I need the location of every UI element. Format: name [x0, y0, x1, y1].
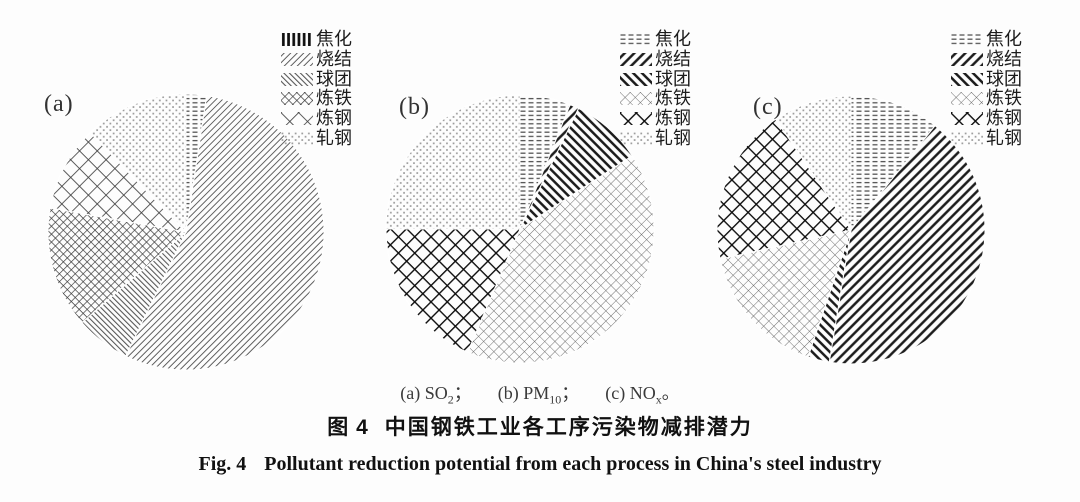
legend-so2: 焦化 烧结 球团 炼铁 炼钢 轧钢: [281, 30, 352, 148]
legend-item-rolling: 轧钢: [951, 128, 1022, 148]
legend-label-pelletizing: 球团: [655, 68, 691, 89]
legend-label-sintering: 烧结: [316, 49, 352, 70]
legend-item-rolling: 轧钢: [281, 128, 352, 148]
steelmaking-pattern-swatch-icon: [951, 112, 983, 126]
pie-slice-PM10-rolling: [385, 94, 521, 230]
legend-label-ironmaking: 炼铁: [655, 88, 691, 109]
ironmaking-pattern-swatch-icon: [951, 92, 983, 106]
legend-label-sintering: 烧结: [986, 49, 1022, 70]
subcaption-item-a: (a) SO2；: [400, 383, 472, 407]
legend-item-steelmaking: 炼钢: [281, 109, 352, 129]
subcaption-pollutants: (a) SO2； (b) PM10； (c) NOx。: [0, 379, 1080, 408]
legend-item-sintering: 烧结: [620, 50, 691, 70]
pelletizing-pattern-swatch-icon: [620, 72, 652, 86]
ironmaking-pattern-swatch-icon: [620, 92, 652, 106]
pie-slice-PM10-steelmaking: [385, 228, 521, 353]
pie-slice-NOx-sintering: [828, 124, 986, 365]
legend-item-ironmaking: 炼铁: [951, 89, 1022, 109]
legend-nox: 焦化 烧结 球团 炼铁 炼钢 轧钢: [951, 30, 1022, 148]
pie-chart-pm10: [385, 94, 655, 364]
legend-item-steelmaking: 炼钢: [620, 109, 691, 129]
figure-number-zh: 图 4: [327, 416, 369, 439]
legend-item-sintering: 烧结: [951, 50, 1022, 70]
legend-item-coking: 焦化: [951, 30, 1022, 50]
legend-item-sintering: 烧结: [281, 50, 352, 70]
pelletizing-pattern-swatch-icon: [281, 72, 313, 86]
legend-item-coking: 焦化: [281, 30, 352, 50]
legend-item-pelletizing: 球团: [281, 69, 352, 89]
legend-label-rolling: 轧钢: [655, 127, 691, 148]
legend-item-rolling: 轧钢: [620, 128, 691, 148]
coking-pattern-swatch-icon: [951, 33, 983, 47]
pie-slice-SO2-ironmaking: [47, 207, 188, 324]
rolling-pattern-swatch-icon: [620, 131, 652, 145]
sintering-pattern-swatch-icon: [951, 53, 983, 67]
pie-slice-NOx-coking: [850, 95, 936, 232]
legend-label-rolling: 轧钢: [986, 127, 1022, 148]
subcaption-item-c: (c) NOx。: [605, 383, 680, 407]
pie-slice-NOx-steelmaking: [716, 118, 852, 260]
legend-label-steelmaking: 炼钢: [655, 108, 691, 129]
legend-label-ironmaking: 炼铁: [316, 88, 352, 109]
legend-item-ironmaking: 炼铁: [281, 89, 352, 109]
legend-label-coking: 焦化: [986, 29, 1022, 50]
legend-label-pelletizing: 球团: [316, 68, 352, 89]
figure-caption-chinese: 图 4 中国钢铁工业各工序污染物减排潜力: [0, 411, 1080, 441]
legend-item-pelletizing: 球团: [951, 69, 1022, 89]
pie-slice-NOx-rolling: [774, 95, 852, 232]
legend-item-coking: 焦化: [620, 30, 691, 50]
legend-label-steelmaking: 炼钢: [986, 108, 1022, 129]
steelmaking-pattern-swatch-icon: [281, 112, 313, 126]
coking-pattern-swatch-icon: [620, 33, 652, 47]
steelmaking-pattern-swatch-icon: [620, 112, 652, 126]
sintering-pattern-swatch-icon: [620, 53, 652, 67]
pie-slice-SO2-sintering: [125, 94, 325, 371]
subcaption-item-b: (b) PM10；: [497, 383, 580, 407]
pie-chart-so2: [47, 93, 325, 371]
pie-slice-SO2-rolling: [89, 93, 187, 234]
coking-pattern-swatch-icon: [281, 33, 313, 47]
panel-label-b: (b): [399, 94, 430, 120]
panel-label-a: (a): [44, 91, 74, 117]
legend-pm10: 焦化 烧结 球团 炼铁 炼钢 轧钢: [620, 30, 691, 148]
legend-label-pelletizing: 球团: [986, 68, 1022, 89]
legend-label-ironmaking: 炼铁: [986, 88, 1022, 109]
figure-number-en: Fig. 4: [198, 453, 247, 475]
panel-label-c: (c): [753, 94, 783, 120]
sintering-pattern-swatch-icon: [281, 53, 313, 67]
legend-item-ironmaking: 炼铁: [620, 89, 691, 109]
legend-item-steelmaking: 炼钢: [951, 109, 1022, 129]
pie-chart-nox: [716, 95, 986, 365]
rolling-pattern-swatch-icon: [281, 131, 313, 145]
legend-label-coking: 焦化: [655, 29, 691, 50]
figure-title-en: Pollutant reduction potential from each …: [264, 453, 882, 475]
pie-slice-NOx-ironmaking: [719, 229, 852, 358]
ironmaking-pattern-swatch-icon: [281, 92, 313, 106]
rolling-pattern-swatch-icon: [951, 131, 983, 145]
figure-caption-english: Fig. 4 Pollutant reduction potential from…: [0, 453, 1080, 476]
pelletizing-pattern-swatch-icon: [951, 72, 983, 86]
figure-title-zh: 中国钢铁工业各工序污染物减排潜力: [384, 416, 753, 439]
pie-slice-PM10-ironmaking: [466, 155, 655, 364]
legend-label-steelmaking: 炼钢: [316, 108, 352, 129]
pie-slice-SO2-steelmaking: [49, 131, 188, 233]
legend-label-sintering: 烧结: [655, 49, 691, 70]
legend-label-coking: 焦化: [316, 29, 352, 50]
legend-item-pelletizing: 球团: [620, 69, 691, 89]
legend-label-rolling: 轧钢: [316, 127, 352, 148]
